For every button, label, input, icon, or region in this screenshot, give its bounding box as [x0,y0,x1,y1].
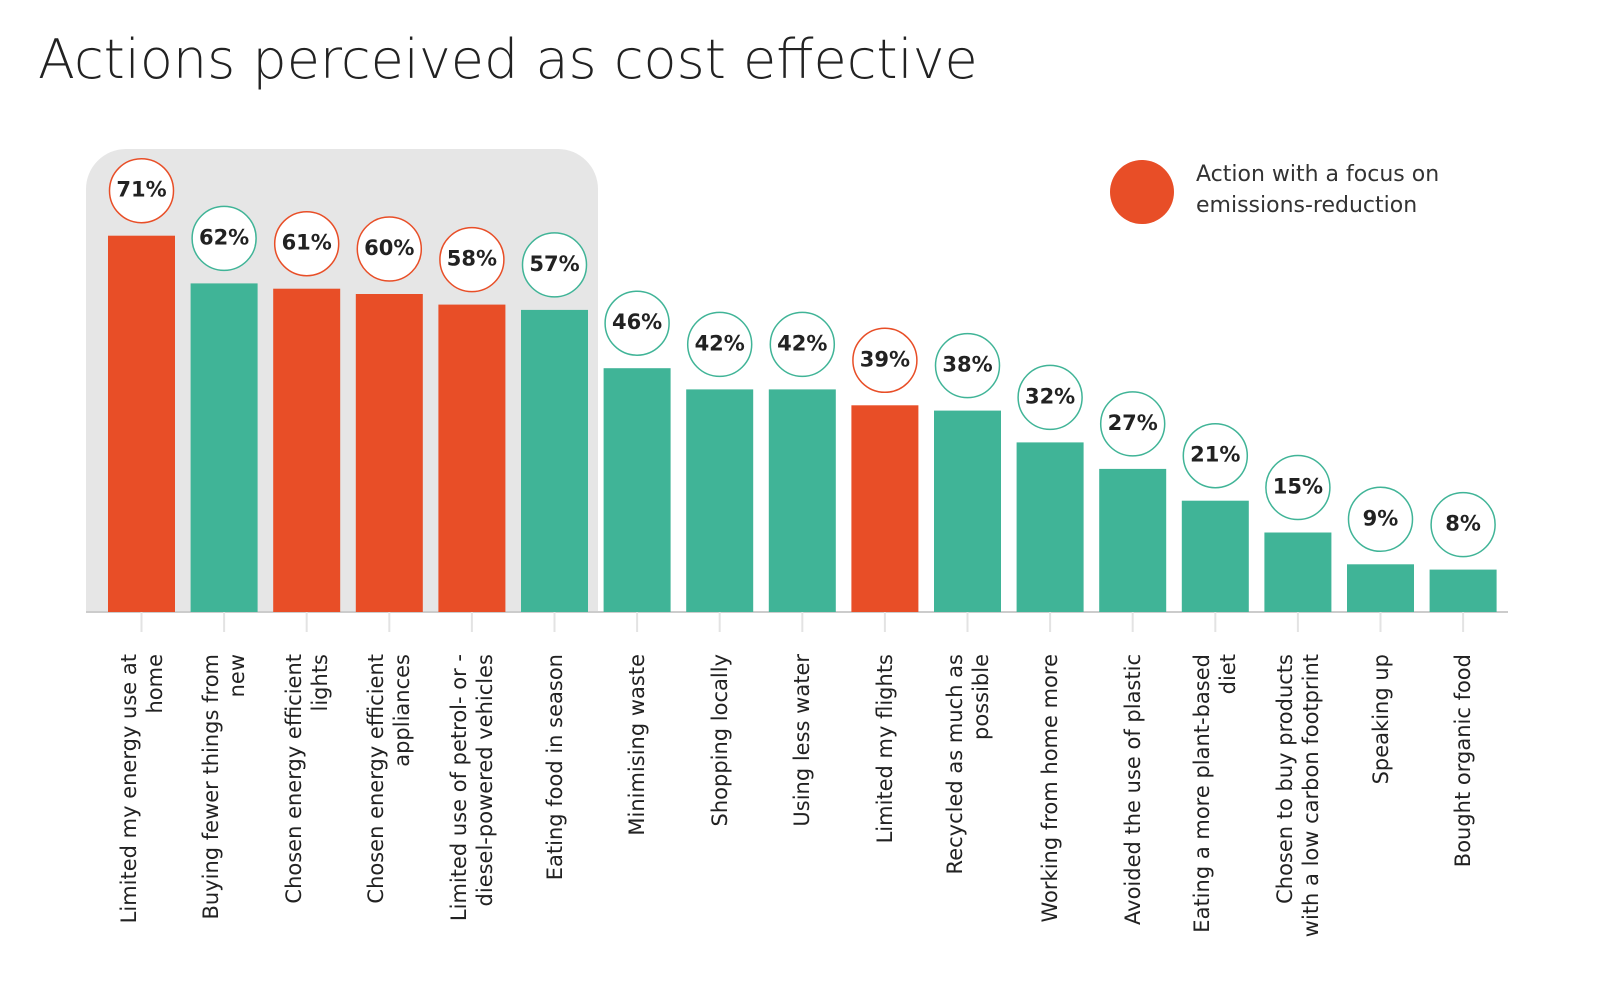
bar [686,389,754,612]
value-label-circle [1430,491,1496,558]
bar [108,235,175,612]
bar [768,389,836,612]
bar [1181,500,1249,612]
value-label-circle [1099,391,1166,457]
x-tick-label: Limited my flights [872,654,897,844]
value-label-circle [356,216,423,282]
value-label: 38% [942,353,992,377]
bar [273,288,341,612]
value-label: 60% [364,236,414,260]
x-tick-label: Shopping locally [707,654,732,827]
bar [934,410,1001,612]
bar [851,405,919,612]
chart-title: Actions perceived as cost effective [38,28,978,91]
bar [603,368,671,612]
x-tick-label: Eating food in season [542,654,567,881]
legend-label: Action with a focus on emissions-reducti… [1196,162,1440,218]
x-tick-label: Limited my energy use at home [116,654,167,924]
x-tick-label: Chosen to buy products with a low carbon… [1272,654,1323,938]
x-tick-label: Using less water [790,654,815,827]
value-label: 21% [1190,443,1240,467]
x-tick-label: Recycled as much as possible [942,654,993,875]
bar [521,309,588,612]
x-tick-label: Working from home more [1037,654,1062,923]
value-label: 62% [199,225,249,249]
value-label: 42% [777,331,827,355]
value-label-circle [1182,422,1249,489]
value-label-circle [1017,364,1083,431]
value-label-circle [852,327,918,394]
value-label: 71% [116,178,166,202]
value-label: 39% [860,347,910,371]
bar [438,304,506,612]
value-label: 58% [447,247,497,271]
value-label-circle [273,210,340,277]
x-tick-label: Avoided the use of plastic [1120,654,1145,925]
value-label-circle [521,232,588,298]
x-tick-label: Minimising waste [624,654,649,836]
value-label: 46% [612,310,662,334]
value-label-circle [1265,454,1331,521]
value-label: 8% [1445,512,1481,536]
value-label-circle [604,290,670,356]
x-tick-label: Buying fewer things from new [198,654,250,920]
bar [1429,569,1497,612]
bar [1347,564,1414,612]
value-label: 42% [695,331,745,355]
value-label: 27% [1108,411,1158,435]
value-label: 9% [1363,506,1399,530]
bar [1099,468,1167,612]
value-label-circle [1347,486,1414,553]
bar [1264,532,1332,612]
value-label-circle [686,311,753,378]
value-label: 57% [529,252,579,276]
legend-marker [1110,160,1174,224]
bar [190,283,258,612]
x-tick-label: Speaking up [1368,654,1393,785]
x-tick-label: Bought organic food [1450,654,1475,868]
value-label-circle [108,157,175,224]
value-label-circle [769,311,836,378]
value-label: 61% [282,231,332,255]
x-tick-label: Chosen energy efficient lights [281,654,332,904]
value-label-circle [191,205,257,272]
value-label-circle [934,332,1001,399]
bar [1016,442,1084,612]
value-label: 32% [1025,384,1075,408]
value-label: 15% [1273,475,1323,499]
bar [355,294,423,612]
x-tick-label: Limited use of petrol- or - diesel-power… [446,654,497,922]
x-tick-label: Chosen energy efficient appliances [364,654,415,904]
value-label-circle [439,226,505,293]
x-tick-label: Eating a more plant-based diet [1190,654,1241,933]
